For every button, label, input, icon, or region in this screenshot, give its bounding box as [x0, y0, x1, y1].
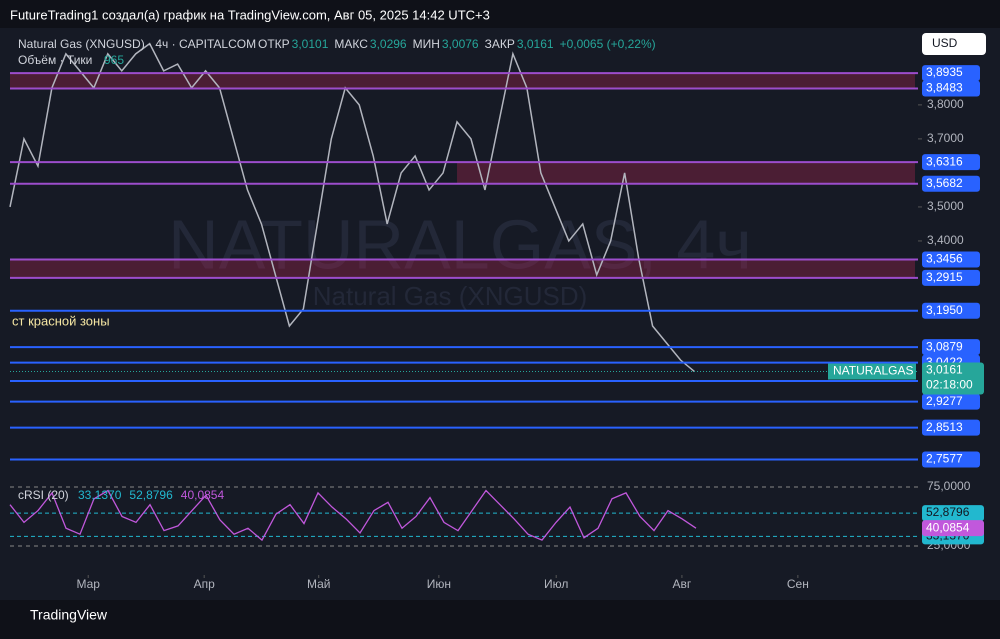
x-tick-label: Июл [544, 577, 568, 591]
level-label: 2,9277 [926, 394, 963, 408]
ohlc-label: МАКС [334, 37, 368, 51]
currency: USD [932, 36, 958, 50]
level-box [922, 393, 980, 410]
level-label: 3,0879 [926, 339, 963, 353]
level-label: 2,8513 [926, 420, 963, 434]
crsi-last-box [922, 520, 984, 537]
symbol: Natural Gas (XNGUSD) · 4ч · CAPITALCOM [18, 37, 256, 51]
level-label: 3,2915 [926, 270, 963, 284]
level-box [922, 451, 980, 468]
level-box [922, 65, 980, 82]
y-tick-label: 3,8000 [927, 97, 964, 111]
x-tick-label: Апр [194, 577, 216, 591]
level-label: 3,8483 [926, 81, 963, 95]
crsi-panel [0, 480, 918, 550]
current-box [922, 362, 984, 395]
crsi-legend-value: 52,8796 [129, 488, 173, 502]
x-tick-label: Сен [787, 577, 809, 591]
current-name: NATURALGAS [833, 364, 913, 378]
change: +0,0065 (+0,22%) [560, 37, 656, 51]
volume-value: 965 [104, 53, 124, 67]
level-box [922, 251, 980, 268]
current-name-box [828, 363, 916, 380]
crsi-last-label: 40,0854 [926, 520, 970, 534]
crsi-legend-value: 40,0854 [181, 488, 225, 502]
x-tick-label: Июн [427, 577, 451, 591]
zone [10, 259, 915, 278]
level-box [922, 154, 980, 171]
level-label: 3,5682 [926, 176, 963, 190]
x-tick-label: Мар [76, 577, 100, 591]
y-tick-label: 3,4000 [927, 233, 964, 247]
current-label: 3,0161 [926, 363, 963, 377]
zone [10, 73, 915, 89]
ohlc-value: 3,0076 [442, 37, 479, 51]
x-tick-label: Май [307, 577, 331, 591]
x-tick-label: Авг [673, 577, 692, 591]
volume-label: Объём · Тики [18, 53, 92, 67]
level-box [922, 269, 980, 286]
level-box [922, 80, 980, 97]
annotation: ст красной зоны [12, 313, 110, 328]
y-tick-label: 3,5000 [927, 199, 964, 213]
crsi-tick-label: 75,0000 [927, 479, 971, 493]
crsi-line [9, 489, 697, 542]
footer-logo: TradingView [30, 607, 108, 623]
watermark: NATURALGAS, 4ч [168, 205, 752, 283]
crsi-band-label: 52,8796 [926, 505, 970, 519]
level-label: 3,6316 [926, 154, 963, 168]
crsi-legend-value: 33,1370 [78, 488, 122, 502]
level-box [922, 302, 980, 319]
level-label: 3,1950 [926, 303, 963, 317]
ohlc-value: 3,0101 [292, 37, 329, 51]
level-label: 3,8935 [926, 65, 963, 79]
level-box [922, 175, 980, 192]
ohlc-value: 3,0296 [370, 37, 407, 51]
level-label: 3,3456 [926, 252, 963, 266]
caption: FutureTrading1 создал(а) график на Tradi… [10, 7, 490, 22]
current-timer: 02:18:00 [926, 378, 973, 392]
zone [457, 162, 915, 184]
ohlc-label: ЗАКР [485, 37, 515, 51]
ohlc-value: 3,0161 [517, 37, 554, 51]
y-tick-label: 3,7000 [927, 131, 964, 145]
level-box [922, 419, 980, 436]
level-label: 2,7577 [926, 452, 963, 466]
ohlc-label: МИН [413, 37, 440, 51]
price-line [9, 42, 695, 373]
level-box [922, 339, 980, 356]
ohlc-label: ОТКР [258, 37, 290, 51]
crsi-band-box [922, 505, 984, 522]
currency-button[interactable] [922, 33, 986, 55]
crsi-name: cRSI (20) [18, 488, 69, 502]
watermark-sub: Natural Gas (XNGUSD) [313, 281, 588, 311]
